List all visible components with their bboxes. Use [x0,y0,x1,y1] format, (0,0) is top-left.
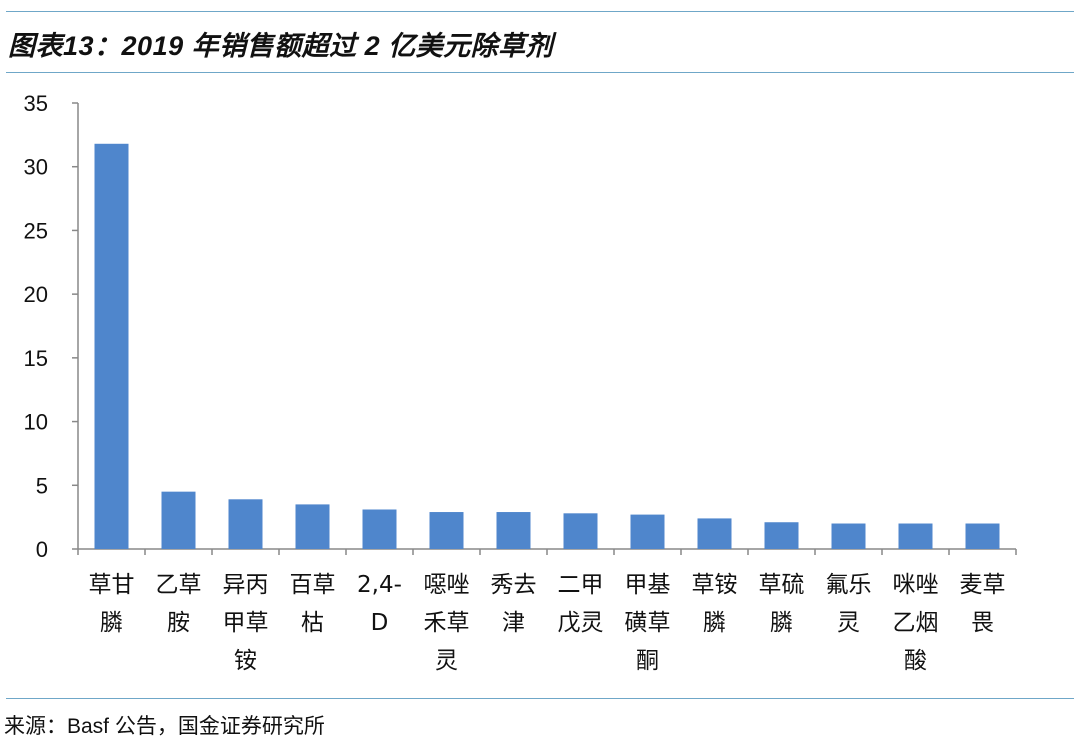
x-tick-label-line: 甲基 [625,572,671,598]
x-tick-label-line: 乙草 [156,572,202,598]
x-tick-label-line: 畏 [971,610,994,636]
y-tick-label: 30 [24,155,48,180]
x-tick-label-line: 胺 [167,610,190,636]
x-tick-label-line: 咪唑 [893,572,939,598]
bar [496,512,531,549]
bar [965,523,1000,549]
x-tick-label: 草硫膦 [759,572,805,636]
bar [697,518,732,549]
x-tick-label-line: 膦 [770,610,793,636]
x-tick-label-line: 铵 [234,648,257,674]
x-tick-label-line: 戊灵 [558,610,604,636]
bar-chart: 05101520253035草甘膦乙草胺异丙甲草铵百草枯2,4-D噁唑禾草灵秀去… [24,91,1017,674]
x-tick-label-line: 噁唑 [424,572,470,598]
x-tick-label: 百草枯 [290,572,336,636]
x-tick-label-line: 百草 [290,572,336,598]
bar [563,513,598,549]
chart-title: 图表13：2019 年销售额超过 2 亿美元除草剂 [8,31,554,61]
source-note: 来源：Basf 公告，国金证券研究所 [4,715,325,738]
bar [429,512,464,549]
x-tick-label-line: D [371,610,389,636]
bottom-rule [6,698,1074,699]
x-tick-label-line: 麦草 [960,572,1006,598]
y-tick-label: 10 [24,410,48,435]
bar [161,491,196,549]
x-tick-label: 氟乐灵 [826,572,872,636]
bar [94,143,129,549]
bar [362,509,397,549]
bar [295,504,330,549]
x-tick-label-line: 禾草 [424,610,470,636]
x-tick-label: 麦草畏 [960,572,1006,636]
x-tick-label: 噁唑禾草灵 [424,572,470,674]
title-rule [6,72,1074,73]
x-tick-label-line: 草硫 [759,572,805,598]
x-tick-label-line: 乙烟 [893,610,939,636]
bar [898,523,933,549]
x-tick-label-line: 草甘 [89,572,135,598]
x-tick-label-line: 2,4- [357,572,402,598]
x-tick-label: 草甘膦 [89,572,135,636]
x-tick-label: 2,4- D [357,572,402,636]
x-tick-label-line: 草铵 [692,572,738,598]
y-tick-label: 5 [36,473,48,498]
x-tick-label: 秀去津 [491,572,537,636]
x-tick-label: 草铵膦 [692,572,738,636]
y-tick-label: 35 [24,91,48,116]
bar [764,522,799,549]
x-tick-label-line: 膦 [100,610,123,636]
x-tick-label: 咪唑乙烟酸 [893,572,939,674]
x-tick-label: 乙草胺 [156,572,202,636]
bar [630,514,665,549]
x-tick-label-line: 秀去 [491,572,537,598]
x-tick-label: 二甲戊灵 [558,572,604,636]
x-tick-label-line: 磺草 [625,610,671,636]
x-tick-label-line: 津 [502,610,525,636]
x-tick-label-line: 酮 [636,648,659,674]
x-tick-label-line: 灵 [837,610,860,636]
y-tick-label: 25 [24,218,48,243]
top-rule [6,11,1074,12]
bar [228,499,263,549]
x-tick-label-line: 枯 [301,610,324,636]
x-tick-label-line: 异丙 [223,572,269,598]
y-tick-label: 0 [36,537,48,562]
x-tick-label-line: 甲草 [223,610,269,636]
bar [831,523,866,549]
y-tick-label: 20 [24,282,48,307]
x-tick-label-line: 膦 [703,610,726,636]
x-tick-label-line: 二甲 [558,572,604,598]
x-tick-label-line: 灵 [435,648,458,674]
x-tick-label: 甲基磺草酮 [625,572,671,674]
x-tick-label-line: 氟乐 [826,572,872,598]
y-tick-label: 15 [24,346,48,371]
x-tick-label: 异丙甲草铵 [223,572,269,674]
x-tick-label-line: 酸 [904,648,927,674]
